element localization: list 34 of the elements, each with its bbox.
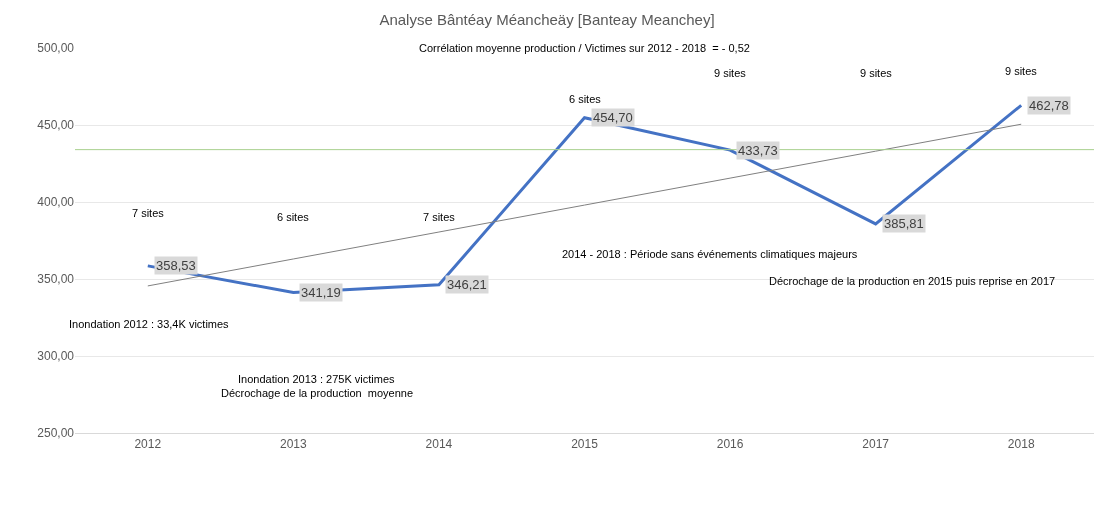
y-tick-label: 300,00 bbox=[37, 349, 75, 364]
annotation: 9 sites bbox=[860, 67, 893, 79]
x-tick-label: 2015 bbox=[571, 437, 599, 452]
y-tick-label: 500,00 bbox=[37, 41, 75, 56]
y-tick-label: 400,00 bbox=[37, 195, 75, 210]
x-tick-label: 2014 bbox=[425, 437, 453, 452]
x-tick-label: 2012 bbox=[134, 437, 162, 452]
annotation: 6 sites bbox=[277, 211, 310, 223]
annotation: Décrochage de la production moyenne bbox=[221, 387, 414, 399]
chart-title: Analyse Bântéay Méancheäy [Banteay Meanchey] bbox=[379, 11, 715, 29]
data-label: 358,53 bbox=[156, 258, 196, 273]
y-tick-label: 450,00 bbox=[37, 118, 75, 133]
annotation: Inondation 2012 : 33,4K victimes bbox=[69, 318, 230, 330]
x-tick-label: 2018 bbox=[1007, 437, 1035, 452]
data-label: 346,21 bbox=[447, 277, 487, 292]
annotation: 9 sites bbox=[714, 67, 747, 79]
x-tick-label: 2013 bbox=[280, 437, 308, 452]
data-label: 385,81 bbox=[884, 216, 924, 231]
data-label: 462,78 bbox=[1029, 98, 1069, 113]
data-label: 341,19 bbox=[301, 285, 341, 300]
y-tick-label: 350,00 bbox=[37, 272, 75, 287]
annotation: 2014 - 2018 : Période sans événements climatiques majeurs bbox=[562, 248, 858, 260]
annotation: Inondation 2013 : 275K victimes bbox=[238, 373, 396, 385]
annotation: 9 sites bbox=[1005, 65, 1038, 77]
y-tick-label: 250,00 bbox=[37, 426, 75, 441]
annotation: 6 sites bbox=[569, 93, 602, 105]
chart-subtitle: Corrélation moyenne production / Victimes sur 2012 - 2018 = - 0,52 bbox=[419, 42, 750, 54]
annotation: Décrochage de la production en 2015 puis reprise en 2017 bbox=[769, 275, 1056, 287]
annotation: 7 sites bbox=[423, 211, 456, 223]
x-tick-label: 2016 bbox=[716, 437, 744, 452]
x-tick-label: 2017 bbox=[862, 437, 890, 452]
annotation: 7 sites bbox=[132, 207, 165, 219]
data-label: 454,70 bbox=[593, 110, 633, 125]
data-label: 433,73 bbox=[738, 143, 778, 158]
